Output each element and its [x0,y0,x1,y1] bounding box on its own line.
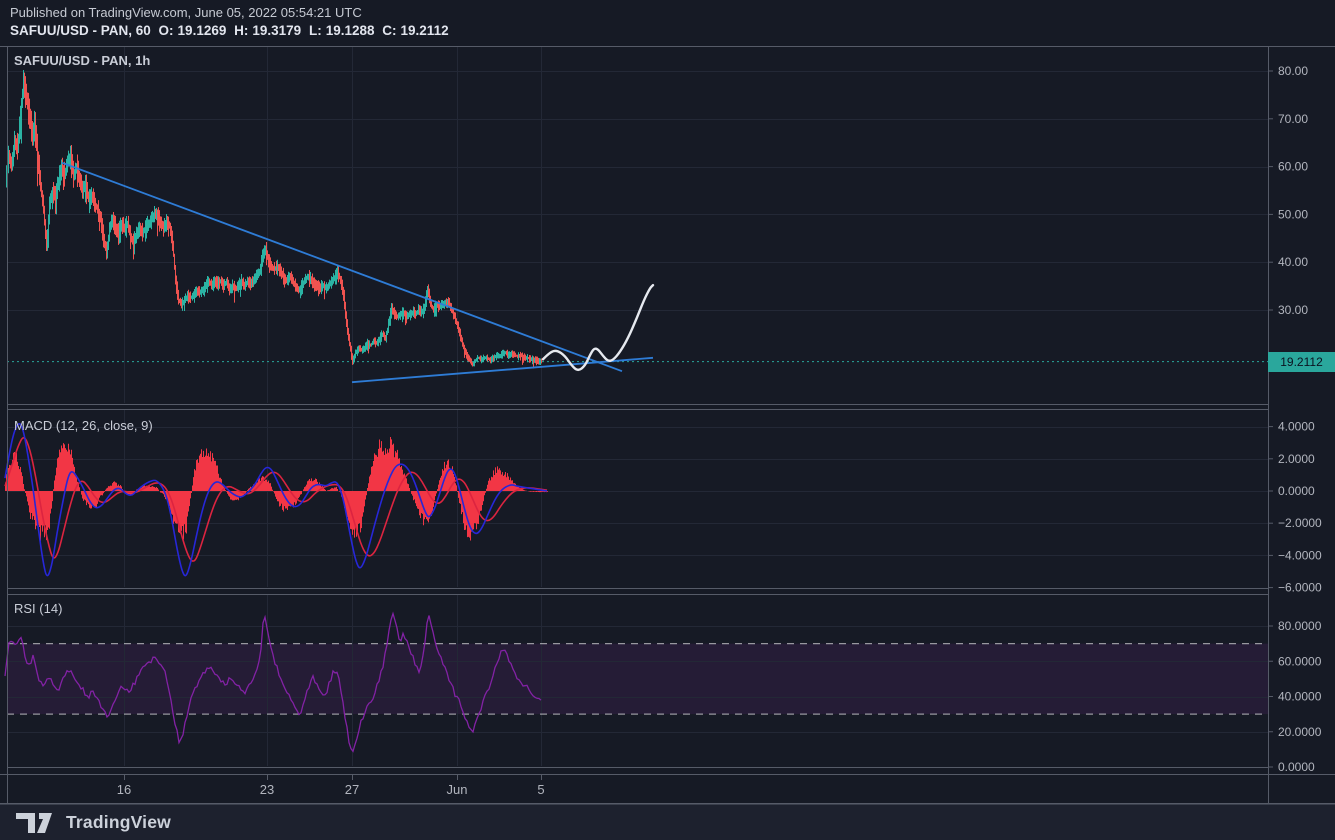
symbol-ohlc-line: SAFUU/USD - PAN, 60 O: 19.1269 H: 19.3179 … [10,23,453,38]
tradingview-logo-icon[interactable] [15,810,57,836]
ascending-trendline[interactable] [351,356,654,384]
published-text: Published on TradingView.com, June 05, 2… [10,5,362,20]
rsi-axis-label[interactable]: 40.0000 [1278,690,1322,704]
price-axis-label[interactable]: 40.00 [1278,255,1308,269]
ohlc-low-label: L: [308,23,322,38]
ohlc-close-label: C: [382,23,397,38]
rsi-axis-label[interactable]: 80.0000 [1278,619,1322,633]
main-pane-title: SAFUU/USD - PAN, 1h [14,53,151,68]
macd-axis-label[interactable]: −6.0000 [1278,581,1322,595]
pane-borders [0,46,1335,804]
ohlc-high-value: 19.3179 [252,23,302,38]
time-axis-label[interactable]: 16 [117,782,131,797]
ohlc-close-value: 19.2112 [400,23,449,38]
tradingview-brand-text[interactable]: TradingView [66,812,171,832]
ohlc-high-label: H: [234,23,249,38]
symbol-text: SAFUU/USD - PAN, 60 [10,23,151,38]
price-axis-label[interactable]: 70.00 [1278,112,1308,126]
macd-axis-label[interactable]: 2.0000 [1278,452,1315,466]
macd-signal-line [4,437,548,562]
last-price-label: 19.2112 [1268,352,1335,372]
macd-histogram [5,436,548,541]
price-axis-label[interactable]: 80.00 [1278,64,1308,78]
rsi-indicator-label: RSI (14) [14,601,63,616]
time-axis-label[interactable]: 5 [537,782,544,797]
time-axis-label[interactable]: 27 [345,782,359,797]
rsi-axis-label[interactable]: 0.0000 [1278,760,1315,774]
ohlc-open-value: 19.1269 [177,23,227,38]
gridlines [7,47,1268,766]
footer-bar: TradingView [0,804,1335,840]
price-axis-label[interactable]: 60.00 [1278,160,1308,174]
price-axis-label[interactable]: 30.00 [1278,303,1308,317]
time-axis-label[interactable]: Jun [447,782,468,797]
macd-axis-label[interactable]: 0.0000 [1278,484,1315,498]
ohlc-low-value: 19.1288 [325,23,375,38]
macd-axis-label[interactable]: 4.0000 [1278,420,1315,434]
macd-axis-label[interactable]: −4.0000 [1278,548,1322,562]
rsi-axis-label[interactable]: 20.0000 [1278,725,1322,739]
ohlc-open-label: O: [158,23,174,38]
rsi-band-fill [7,643,1268,715]
rsi-axis-label[interactable]: 60.0000 [1278,654,1322,668]
macd-axis-label[interactable]: −2.0000 [1278,516,1322,530]
candlestick-series [6,70,542,369]
macd-indicator-label: MACD (12, 26, close, 9) [14,418,153,433]
macd-line [4,423,548,577]
projection-curve[interactable] [541,283,655,372]
time-axis-label[interactable]: 23 [260,782,274,797]
rsi-line [4,611,542,753]
descending-trendline[interactable] [61,161,623,373]
price-axis-label[interactable]: 50.00 [1278,207,1308,221]
